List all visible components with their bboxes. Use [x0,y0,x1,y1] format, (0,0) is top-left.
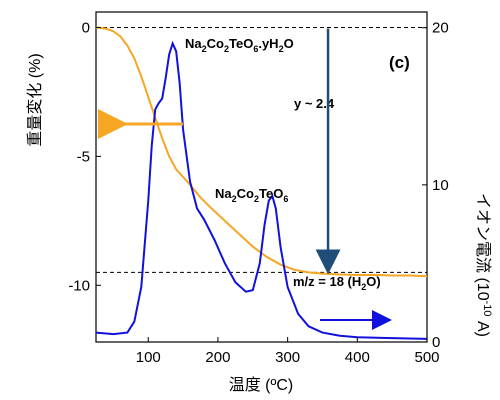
series-weight-change [95,26,428,278]
y-left-ticks: 0 -5 -10 [68,19,101,294]
y-right-ticks: 0 10 20 [422,20,449,351]
panel-label: (c) [389,53,410,72]
y-right-tick-label: 0 [432,334,440,351]
x-tick-label: 200 [205,349,230,366]
annotation-anhydrous-compound: Na2Co2TeO6 [215,186,288,204]
x-tick-label: 500 [414,349,439,366]
plot-frame [95,11,428,343]
x-axis-label: 温度 (ºC) [229,376,294,394]
y-left-tick-label: 0 [82,19,90,36]
annotation-hydrated-compound: Na2Co2TeO6.yH2O [185,36,294,54]
annotation-water-loss: y ~ 2.4 [294,96,335,111]
y-right-tick-label: 10 [432,177,449,194]
x-tick-label: 100 [136,349,161,366]
annotation-mz: m/z = 18 (H2O) [293,274,381,292]
x-ticks: 100 200 300 400 500 [136,337,440,366]
x-tick-label: 400 [345,349,370,366]
y-right-tick-label: 20 [432,20,449,37]
y-right-axis-label: イオン電流 (10-10 A) [474,193,493,337]
series-ion-current [95,40,428,340]
y-left-tick-label: -5 [77,148,90,165]
x-tick-label: 300 [275,349,300,366]
y-left-tick-label: -10 [68,277,90,294]
y-left-axis-label: 重量変化 (%) [26,53,44,146]
